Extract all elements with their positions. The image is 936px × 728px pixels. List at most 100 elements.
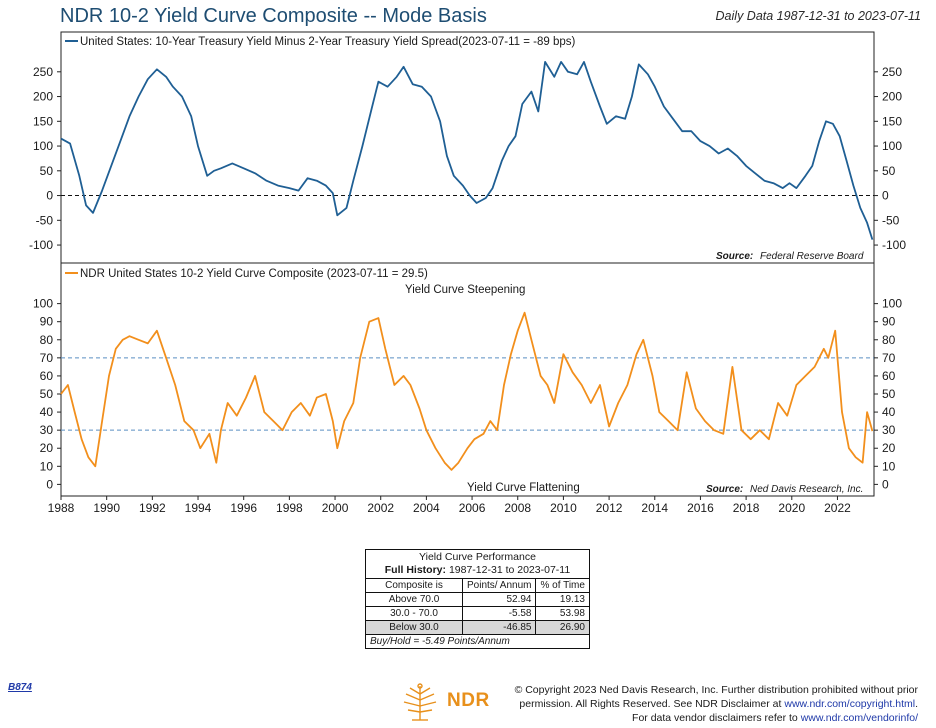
- xtick-label: 2012: [596, 501, 623, 515]
- annotation-flattening: Yield Curve Flattening: [467, 482, 580, 494]
- top-legend-label: United States: 10-Year Treasury Yield Mi…: [80, 36, 575, 48]
- bottom-ytick-label-right: 100: [882, 297, 902, 311]
- top-source-text: Federal Reserve Board: [760, 251, 864, 262]
- top-ytick-label-left: 100: [33, 139, 53, 153]
- xtick-label: 2008: [504, 501, 531, 515]
- xtick-label: 2016: [687, 501, 714, 515]
- bottom-ytick-label-right: 70: [882, 351, 896, 365]
- col-header-points: Points/ Annum: [461, 578, 537, 593]
- xtick-label: 1994: [185, 501, 212, 515]
- vendor-info-link[interactable]: www.ndr.com/vendorinfo/: [800, 712, 918, 724]
- copyright-link[interactable]: www.ndr.com/copyright.html: [784, 698, 916, 710]
- bottom-ytick-label-left: 20: [40, 441, 54, 455]
- bottom-ytick-label-left: 100: [33, 297, 53, 311]
- xtick-label: 2006: [459, 501, 486, 515]
- chart-area: United States: 10-Year Treasury Yield Mi…: [29, 31, 906, 515]
- bottom-ytick-label-left: 30: [40, 423, 54, 437]
- top-ytick-label-right: 200: [882, 90, 902, 104]
- top-ytick-label-left: 50: [40, 164, 54, 178]
- copyright-notice: © Copyright 2023 Ned Davis Research, Inc…: [488, 683, 918, 725]
- top-ytick-label-left: 150: [33, 114, 53, 128]
- xtick-label: 1996: [230, 501, 257, 515]
- xtick-label: 1992: [139, 501, 166, 515]
- row-points: 52.94: [461, 592, 537, 607]
- bottom-panel-frame: [60, 262, 875, 497]
- top-ytick-label-left: -100: [29, 238, 53, 252]
- bottom-ytick-label-right: 10: [882, 459, 896, 473]
- xtick-label: 1998: [276, 501, 303, 515]
- bottom-ytick-label-right: 0: [882, 477, 889, 491]
- xtick-label: 2020: [778, 501, 805, 515]
- bottom-ytick-label-right: 20: [882, 441, 896, 455]
- xtick-label: 1990: [93, 501, 120, 515]
- top-ytick-label-right: 0: [882, 189, 889, 203]
- xtick-label: 1988: [48, 501, 75, 515]
- col-header-composite: Composite is: [365, 578, 463, 593]
- chart-code-link[interactable]: B874: [8, 682, 32, 693]
- table-caption: Yield Curve Performance: [419, 551, 536, 563]
- table-row: 30.0 - 70.0 -5.58 53.98: [365, 606, 590, 621]
- bottom-ytick-label-right: 30: [882, 423, 896, 437]
- table-footer: Buy/Hold = -5.49 Points/Annum: [365, 634, 590, 649]
- bottom-legend-label: NDR United States 10-2 Yield Curve Compo…: [80, 268, 428, 280]
- bottom-ytick-label-left: 60: [40, 369, 54, 383]
- bottom-ytick-label-left: 90: [40, 315, 54, 329]
- xtick-label: 2004: [413, 501, 440, 515]
- top-ytick-label-right: -100: [882, 238, 906, 252]
- table-caption-cell: Yield Curve Performance Full History: 19…: [365, 549, 590, 579]
- bottom-source-label: Source:: [706, 484, 743, 495]
- top-ytick-label-right: -50: [882, 213, 900, 227]
- top-ytick-label-right: 100: [882, 139, 902, 153]
- row-pct: 53.98: [535, 606, 590, 621]
- copyright-line-3: For data vendor disclaimers refer to: [632, 712, 798, 724]
- row-pct: 26.90: [535, 620, 590, 635]
- row-label: 30.0 - 70.0: [365, 606, 463, 621]
- table-history: Full History: 1987-12-31 to 2023-07-11: [370, 564, 585, 577]
- ndr-logo-icon: [403, 683, 437, 721]
- ndr-logo-text: NDR: [447, 690, 490, 711]
- yield-spread-line: [60, 61, 874, 240]
- row-points: -46.85: [461, 620, 537, 635]
- xtick-label: 2000: [322, 501, 349, 515]
- bottom-ytick-label-right: 50: [882, 387, 896, 401]
- row-pct: 19.13: [535, 592, 590, 607]
- table-history-range: 1987-12-31 to 2023-07-11: [448, 564, 571, 576]
- bottom-ytick-label-left: 0: [46, 477, 53, 491]
- annotation-steepening: Yield Curve Steepening: [405, 284, 525, 296]
- xtick-label: 2002: [367, 501, 394, 515]
- bottom-ytick-label-left: 70: [40, 351, 54, 365]
- chart-header: NDR 10-2 Yield Curve Composite -- Mode B…: [0, 0, 936, 30]
- top-ytick-label-left: 200: [33, 90, 53, 104]
- chart-subtitle: Daily Data 1987-12-31 to 2023-07-11: [715, 9, 921, 23]
- bottom-ytick-label-right: 40: [882, 405, 896, 419]
- col-header-pct: % of Time: [535, 578, 590, 593]
- copyright-line-1: © Copyright 2023 Ned Davis Research, Inc…: [514, 684, 918, 696]
- top-ytick-label-right: 150: [882, 114, 902, 128]
- table-row: Above 70.0 52.94 19.13: [365, 592, 590, 607]
- row-label: Above 70.0: [365, 592, 463, 607]
- performance-table: Yield Curve Performance Full History: 19…: [365, 549, 590, 649]
- top-ytick-label-left: -50: [36, 213, 54, 227]
- top-panel-frame: [60, 31, 875, 264]
- xtick-label: 2022: [824, 501, 851, 515]
- xtick-label: 2010: [550, 501, 577, 515]
- composite-line: [60, 311, 874, 471]
- top-ytick-label-left: 0: [46, 189, 53, 203]
- bottom-ytick-label-left: 10: [40, 459, 54, 473]
- bottom-ytick-label-left: 80: [40, 333, 54, 347]
- copyright-line-2: permission. All Rights Reserved. See NDR…: [519, 698, 782, 710]
- bottom-ytick-label-left: 50: [40, 387, 54, 401]
- top-ytick-label-right: 250: [882, 65, 902, 79]
- table-history-label: Full History:: [384, 564, 447, 576]
- bottom-source-text: Ned Davis Research, Inc.: [750, 484, 863, 495]
- bottom-ytick-label-right: 90: [882, 315, 896, 329]
- row-points: -5.58: [461, 606, 537, 621]
- top-ytick-label-right: 50: [882, 164, 896, 178]
- table-row: Below 30.0 -46.85 26.90: [365, 620, 590, 635]
- top-ytick-label-left: 250: [33, 65, 53, 79]
- bottom-ytick-label-right: 80: [882, 333, 896, 347]
- bottom-ytick-label-left: 40: [40, 405, 54, 419]
- bottom-ytick-label-right: 60: [882, 369, 896, 383]
- xtick-label: 2018: [733, 501, 760, 515]
- row-label: Below 30.0: [365, 620, 463, 635]
